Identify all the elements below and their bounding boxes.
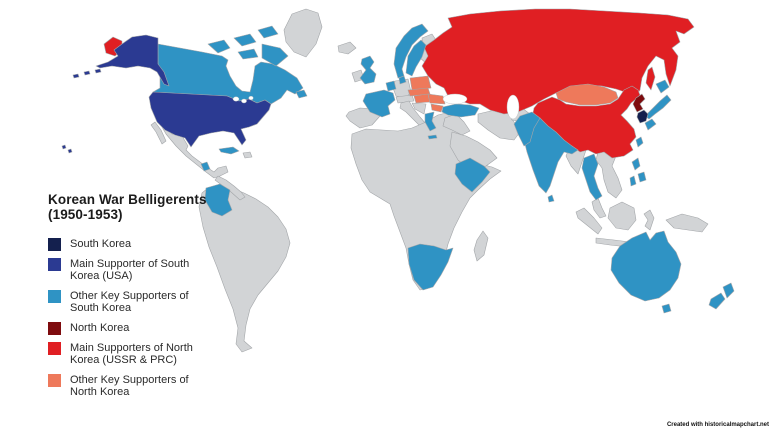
legend-swatch-south-supporters bbox=[48, 289, 61, 303]
legend-title-line2: (1950-1953) bbox=[48, 206, 123, 222]
legend: Korean War Belligerents (1950-1953) Sout… bbox=[40, 192, 210, 406]
legend-label: Other Key Supporters of North Korea bbox=[70, 373, 189, 399]
region-philippines-mindanao bbox=[637, 171, 647, 183]
legend-label: Main Supporter of South Korea (USA) bbox=[70, 257, 190, 283]
region-ethiopia bbox=[454, 157, 491, 193]
region-hispaniola bbox=[242, 151, 253, 159]
region-newfoundland bbox=[295, 89, 308, 99]
region-aleutian-3 bbox=[72, 73, 80, 79]
region-aleutian-2 bbox=[83, 70, 91, 76]
region-mongolia bbox=[555, 83, 619, 106]
legend-item-usa: Main Supporter of South Korea (USA) bbox=[48, 257, 210, 283]
region-tasmania bbox=[661, 303, 672, 314]
region-japan-honshu bbox=[644, 94, 672, 120]
region-sweden bbox=[405, 39, 427, 77]
region-france bbox=[362, 89, 396, 118]
attribution-text: Created with historicalmapchart.net bbox=[666, 422, 769, 428]
region-south-korea bbox=[636, 109, 649, 124]
legend-item-south-korea: South Korea bbox=[48, 237, 210, 251]
region-new-zealand-south bbox=[708, 292, 726, 310]
region-north-korea bbox=[632, 93, 646, 113]
region-australia bbox=[610, 230, 682, 302]
caspian-sea bbox=[506, 94, 520, 120]
region-denmark bbox=[398, 75, 407, 85]
region-aleutian-1 bbox=[94, 68, 102, 74]
region-philippines-visayas bbox=[629, 175, 637, 187]
legend-title: Korean War Belligerents (1950-1953) bbox=[48, 192, 210, 223]
region-sakhalin bbox=[645, 66, 656, 91]
region-iberia bbox=[345, 107, 381, 129]
region-hawaii-2 bbox=[67, 148, 73, 154]
legend-label: South Korea bbox=[70, 237, 132, 250]
region-alaska bbox=[95, 34, 170, 87]
region-sumatra bbox=[575, 207, 603, 235]
region-south-america bbox=[198, 183, 291, 353]
legend-label: North Korea bbox=[70, 321, 130, 334]
region-iceland bbox=[337, 41, 357, 55]
black-sea bbox=[442, 93, 468, 105]
legend-swatch-north-korea bbox=[48, 321, 61, 335]
legend-item-north-supporters: Other Key Supporters of North Korea bbox=[48, 373, 210, 399]
region-baffin-island bbox=[261, 43, 289, 67]
region-uk bbox=[359, 55, 377, 85]
region-yugoslavia bbox=[411, 102, 427, 115]
region-colombia bbox=[204, 183, 233, 217]
region-new-guinea bbox=[665, 213, 709, 233]
legend-swatch-south-korea bbox=[48, 237, 61, 251]
great-lake-1 bbox=[232, 96, 240, 102]
region-benelux bbox=[385, 80, 397, 92]
region-madagascar bbox=[473, 230, 489, 262]
region-sri-lanka bbox=[547, 194, 555, 203]
region-india bbox=[522, 117, 579, 194]
legend-swatch-north-supporters bbox=[48, 373, 61, 387]
region-pakistan bbox=[513, 111, 541, 147]
region-poland bbox=[409, 75, 432, 91]
region-norway bbox=[393, 23, 429, 79]
region-taiwan bbox=[635, 136, 644, 148]
region-new-zealand-north bbox=[722, 282, 735, 299]
region-arctic-island-4 bbox=[237, 48, 259, 60]
region-sulawesi bbox=[643, 209, 655, 231]
region-greenland bbox=[283, 8, 323, 58]
region-japan-hokkaido bbox=[655, 79, 670, 94]
legend-item-ussr-prc: Main Supporters of North Korea (USSR & P… bbox=[48, 341, 210, 367]
great-lake-2 bbox=[241, 98, 247, 104]
region-hawaii-1 bbox=[61, 144, 67, 150]
region-borneo bbox=[607, 201, 637, 231]
region-central-america bbox=[214, 175, 246, 201]
region-arabia bbox=[449, 131, 498, 171]
region-malaya bbox=[591, 197, 607, 219]
region-mexico bbox=[157, 119, 229, 179]
region-arctic-island-3 bbox=[257, 25, 279, 39]
legend-title-line1: Korean War Belligerents bbox=[48, 192, 207, 207]
region-thailand bbox=[581, 153, 603, 201]
region-el-salvador bbox=[200, 161, 211, 172]
region-philippines-luzon bbox=[631, 157, 641, 171]
legend-label: Main Supporters of North Korea (USSR & P… bbox=[70, 341, 193, 367]
legend-item-north-korea: North Korea bbox=[48, 321, 210, 335]
region-south-africa bbox=[407, 243, 454, 291]
region-romania bbox=[427, 93, 446, 105]
region-japan-kyushu bbox=[644, 118, 657, 131]
region-greece bbox=[424, 111, 437, 132]
great-lake-3 bbox=[248, 95, 254, 100]
region-arctic-island-1 bbox=[207, 39, 231, 54]
legend-swatch-ussr-prc bbox=[48, 341, 61, 355]
region-bulgaria bbox=[430, 103, 444, 113]
region-arctic-island-2 bbox=[233, 33, 257, 47]
legend-item-south-supporters: Other Key Supporters of South Korea bbox=[48, 289, 210, 315]
region-cuba bbox=[218, 146, 240, 155]
region-ussr bbox=[421, 8, 695, 115]
region-usa bbox=[148, 91, 272, 148]
region-turkey bbox=[441, 103, 480, 118]
legend-label: Other Key Supporters of South Korea bbox=[70, 289, 189, 315]
region-alpine bbox=[395, 94, 415, 104]
region-crete bbox=[427, 134, 438, 140]
region-baja-california bbox=[150, 121, 167, 145]
legend-swatch-usa bbox=[48, 257, 61, 271]
